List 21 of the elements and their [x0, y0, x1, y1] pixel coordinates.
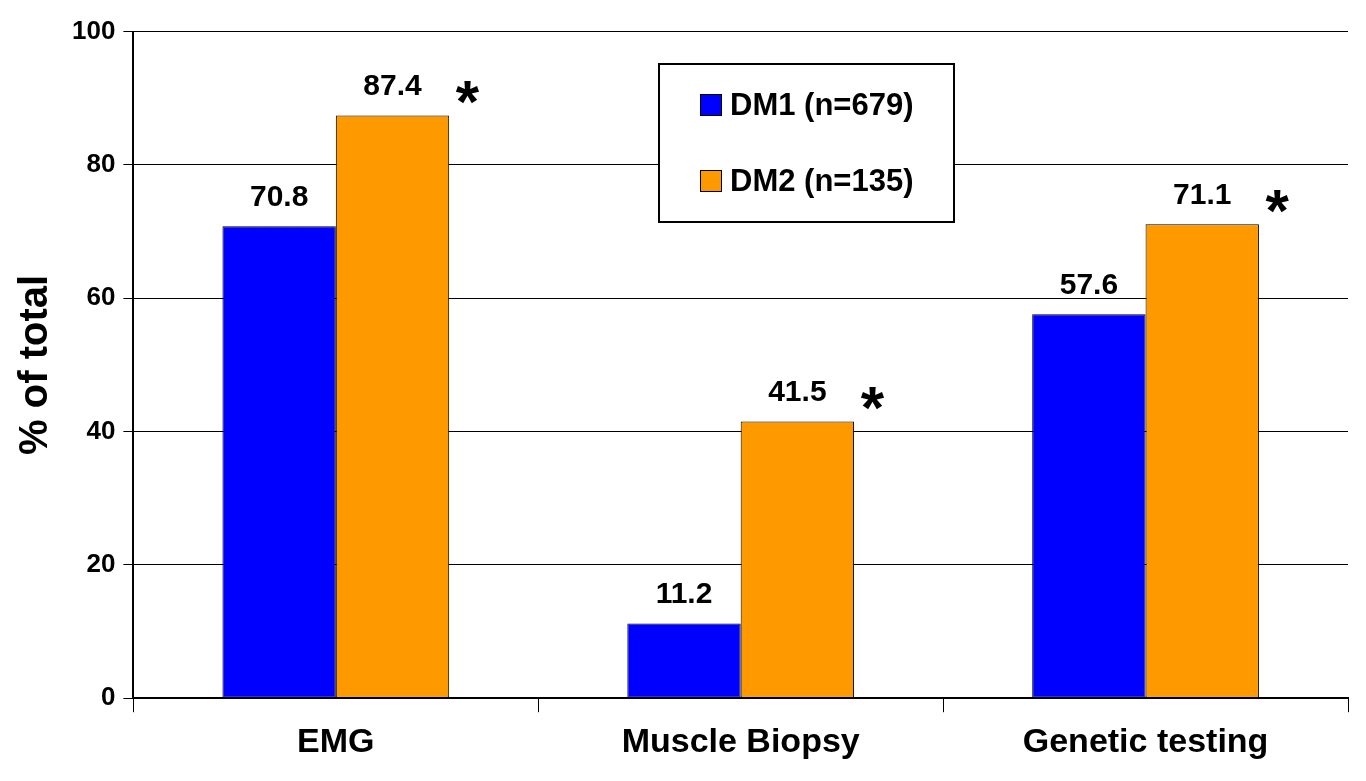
annotation: *: [1265, 176, 1290, 244]
y-tick-label: 60: [86, 281, 116, 312]
data-label: 11.2: [655, 575, 713, 609]
y-tick-label: 40: [86, 414, 116, 445]
data-label: 41.5: [768, 373, 827, 407]
data-label: 87.4: [363, 67, 423, 101]
x-tick-label: Genetic testing: [1022, 720, 1269, 759]
data-label: 57.6: [1059, 266, 1119, 300]
x-tick-label: EMG: [297, 720, 375, 759]
x-tick-label: Muscle Biopsy: [621, 720, 860, 759]
legend-label: DM1 (n=679): [730, 87, 914, 123]
y-axis-title: % of total: [11, 274, 56, 455]
y-tick-label: 0: [100, 681, 116, 712]
y-tick-label: 100: [71, 14, 116, 45]
data-label: 71.1: [1173, 176, 1232, 210]
y-tick-label: 80: [86, 148, 116, 179]
y-tick-label: 20: [86, 548, 116, 579]
annotation: *: [455, 68, 480, 136]
legend-label: DM2 (n=135): [730, 163, 914, 199]
annotation: *: [860, 374, 885, 442]
data-label: 70.8: [249, 178, 309, 212]
